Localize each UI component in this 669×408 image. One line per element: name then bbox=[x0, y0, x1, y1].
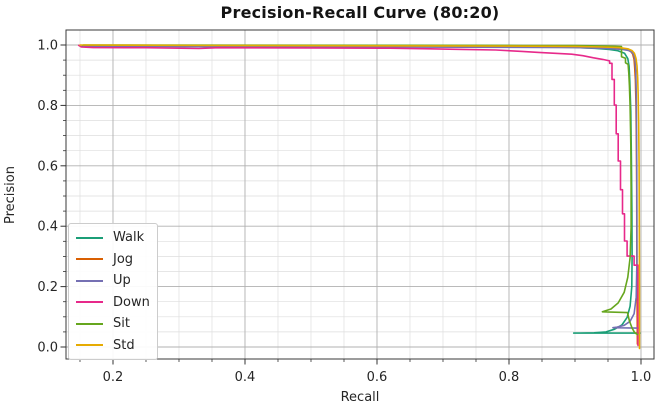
legend-line-swatch bbox=[76, 258, 103, 261]
legend-label: Up bbox=[113, 273, 131, 289]
series-sit bbox=[82, 44, 639, 336]
x-tick-label: 1.0 bbox=[631, 370, 652, 385]
series-walk bbox=[81, 45, 641, 334]
y-tick-label: 0.2 bbox=[37, 280, 58, 295]
legend-line-swatch bbox=[76, 322, 103, 325]
x-axis-label: Recall bbox=[340, 390, 380, 405]
legend-item-sit: Sit bbox=[69, 313, 157, 335]
x-tick-label: 0.2 bbox=[103, 370, 124, 385]
legend-item-walk: Walk bbox=[69, 227, 157, 249]
legend-item-down: Down bbox=[69, 292, 157, 314]
y-tick-labels: 0.0 0.2 0.4 0.6 0.8 1.0 bbox=[37, 39, 58, 356]
x-tick-label: 0.8 bbox=[499, 370, 520, 385]
y-tick-label: 0.8 bbox=[37, 99, 58, 114]
spines bbox=[65, 29, 655, 360]
legend-label: Std bbox=[113, 337, 135, 353]
y-tick-label: 0.0 bbox=[37, 341, 58, 356]
legend-item-jog: Jog bbox=[69, 249, 157, 271]
x-tick-label: 0.6 bbox=[367, 370, 388, 385]
y-axis-label: Precision bbox=[3, 166, 18, 225]
legend-item-std: Std bbox=[69, 335, 157, 357]
y-tick-label: 0.4 bbox=[37, 220, 58, 235]
y-tick-label: 1.0 bbox=[37, 39, 58, 54]
legend-line-swatch bbox=[76, 301, 103, 304]
legend: Walk Jog Up Down Sit Std bbox=[68, 223, 158, 360]
legend-line-swatch bbox=[76, 279, 103, 282]
legend-item-up: Up bbox=[69, 270, 157, 292]
series-up bbox=[82, 45, 640, 329]
y-tick-label: 0.6 bbox=[37, 159, 58, 174]
legend-label: Down bbox=[113, 294, 150, 310]
legend-line-swatch bbox=[76, 236, 103, 239]
series-std bbox=[79, 44, 641, 350]
legend-label: Jog bbox=[113, 251, 134, 267]
legend-line-swatch bbox=[76, 344, 103, 347]
ticks bbox=[60, 44, 642, 365]
chart-title: Precision-Recall Curve (80:20) bbox=[220, 3, 500, 22]
grid-minor bbox=[66, 30, 654, 359]
x-tick-label: 0.4 bbox=[235, 370, 256, 385]
x-tick-labels: 0.2 0.4 0.6 0.8 1.0 bbox=[103, 370, 652, 385]
series-down bbox=[77, 44, 639, 347]
legend-label: Sit bbox=[113, 316, 130, 332]
legend-label: Walk bbox=[113, 230, 145, 246]
